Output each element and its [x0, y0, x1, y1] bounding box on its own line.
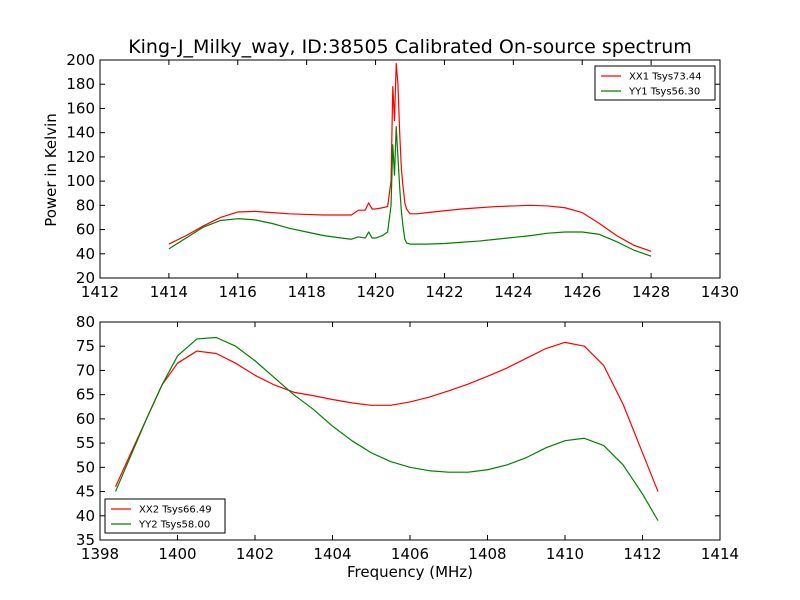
bottom-x-tick-label: 1408	[468, 545, 506, 563]
bottom-legend: XX2 Tsys66.49 YY2 Tsys58.00	[104, 498, 226, 534]
top-legend-label-1: XX1 Tsys73.44	[629, 72, 702, 83]
top-x-tick-label: 1424	[494, 283, 532, 301]
bottom-panel: 1398 1400 1402 1404 1406 1408 1410 1412 1414 35 40…	[76, 313, 739, 563]
bottom-x-tick-label: 1412	[623, 545, 661, 563]
bottom-series-line-2	[114, 336, 659, 521]
top-legend-label-2: YY1 Tsys56.30	[628, 87, 700, 98]
bottom-y-tick-label: 55	[76, 434, 95, 452]
top-x-tick-label: 1428	[632, 283, 670, 301]
top-legend: XX1 Tsys73.44 YY1 Tsys56.30	[594, 65, 716, 101]
top-y-axis-label: Power in Kelvin	[42, 113, 60, 227]
top-legend-box	[594, 65, 716, 101]
top-y-tick-label: 60	[76, 221, 95, 239]
top-y-tick-label: 200	[66, 51, 95, 69]
bottom-y-tick-label: 70	[76, 361, 95, 379]
bottom-x-tick-label: 1400	[158, 545, 196, 563]
top-axes-frame	[99, 59, 721, 279]
bottom-y-tick-label: 40	[76, 507, 95, 525]
bottom-y-tick-label: 50	[76, 458, 95, 476]
top-x-tick-label: 1416	[219, 283, 257, 301]
top-panel: 1412 1414 1416 1418 1420 1422 1424 1426 1428 1430…	[66, 51, 739, 301]
bottom-x-axis-label: Frequency (MHz)	[347, 563, 473, 581]
bottom-x-tick-label: 1410	[546, 545, 584, 563]
top-y-tick-label: 80	[76, 196, 95, 214]
bottom-y-tick-label: 60	[76, 410, 95, 428]
bottom-y-tick-label: 75	[76, 337, 95, 355]
top-y-tick-label: 40	[76, 245, 95, 263]
top-x-tick-label: 1412	[81, 283, 119, 301]
top-x-tick-label: 1426	[563, 283, 601, 301]
top-x-tick-label: 1414	[150, 283, 188, 301]
bottom-y-tick-label: 35	[76, 531, 95, 549]
top-x-tick-label: 1422	[425, 283, 463, 301]
top-y-tick-label: 100	[66, 172, 95, 190]
bottom-x-tick-label: 1398	[81, 545, 119, 563]
bottom-y-tick-label: 80	[76, 313, 95, 331]
top-y-tick-label: 20	[76, 269, 95, 287]
bottom-x-tick-label: 1404	[313, 545, 351, 563]
bottom-x-tick-label: 1406	[391, 545, 429, 563]
bottom-legend-label-1: XX2 Tsys66.49	[139, 505, 212, 516]
bottom-series-line-1	[114, 341, 659, 492]
bottom-x-tick-label: 1414	[701, 545, 739, 563]
top-y-tick-label: 140	[66, 124, 95, 142]
bottom-y-tick-label: 45	[76, 483, 95, 501]
top-series-line-1	[168, 63, 652, 252]
bottom-legend-label-2: YY2 Tsys58.00	[138, 520, 210, 531]
top-x-tick-label: 1420	[356, 283, 394, 301]
bottom-y-tick-label: 65	[76, 386, 95, 404]
bottom-legend-box	[104, 498, 226, 534]
top-x-tick-label: 1430	[701, 283, 739, 301]
bottom-x-tick-label: 1402	[236, 545, 274, 563]
top-x-tick-label: 1418	[288, 283, 326, 301]
top-y-tick-label: 160	[66, 99, 95, 117]
top-series-line-2	[168, 126, 652, 257]
top-y-tick-label: 120	[66, 148, 95, 166]
top-y-tick-label: 180	[66, 75, 95, 93]
chart-title: King-J_Milky_way, ID:38505 Calibrated On…	[128, 36, 692, 58]
